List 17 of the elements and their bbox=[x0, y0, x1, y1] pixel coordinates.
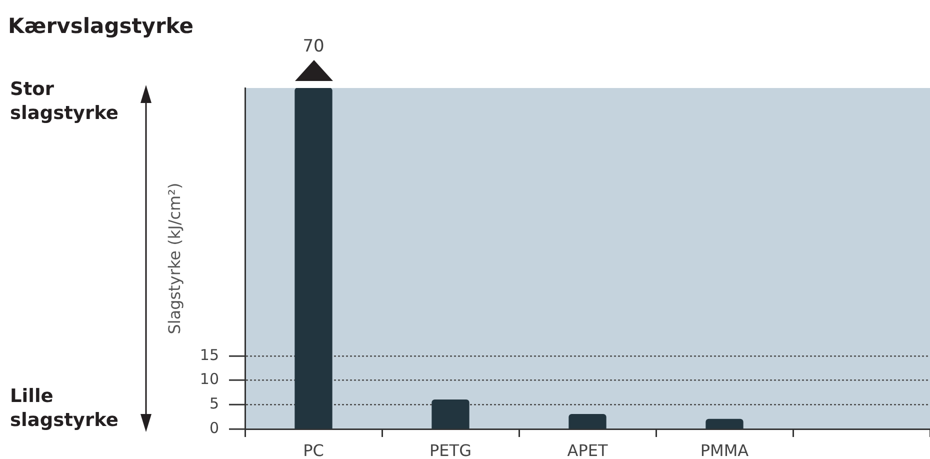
y-tick-label: 5 bbox=[209, 394, 219, 413]
bar bbox=[294, 88, 332, 429]
bar bbox=[706, 418, 744, 429]
x-tick-label: PMMA bbox=[700, 440, 749, 459]
y-tick-label: 0 bbox=[209, 418, 219, 437]
bar bbox=[432, 399, 470, 429]
x-tick-label: APET bbox=[567, 440, 608, 459]
x-tick-label: PC bbox=[303, 440, 324, 459]
y-tick-label: 15 bbox=[200, 346, 219, 364]
x-tick-label: PETG bbox=[430, 440, 472, 459]
y-axis-title: Slagstyrke (kJ/cm²) bbox=[164, 182, 184, 334]
y-tick-label: 10 bbox=[200, 370, 219, 388]
chart-title: Kærvslagstyrke bbox=[8, 14, 194, 38]
text: Lille slagstyrke bbox=[10, 385, 120, 433]
text: Stor slagstyrke bbox=[10, 78, 120, 126]
bar bbox=[568, 414, 606, 429]
data-label: 70 bbox=[302, 36, 324, 56]
